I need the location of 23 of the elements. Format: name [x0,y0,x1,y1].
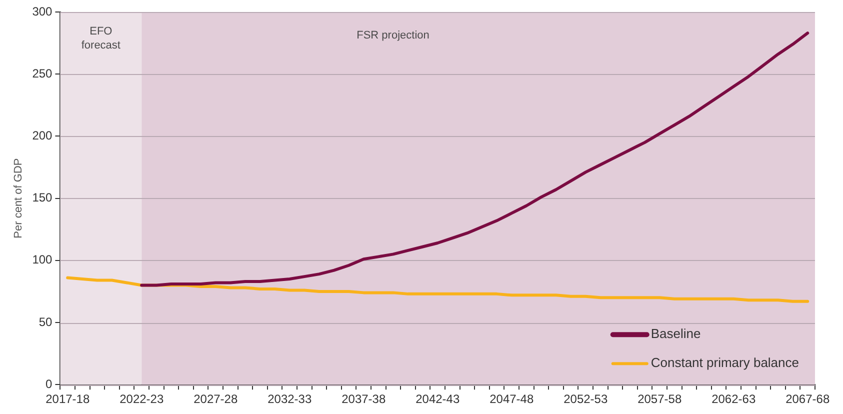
y-tick-label: 0 [46,376,53,391]
x-tick-label: 2042-43 [416,392,460,406]
y-axis-title: Per cent of GDP [12,158,25,238]
x-tick-label: 2062-63 [712,392,756,406]
y-tick-label: 100 [32,252,53,267]
band-label: FSR projection [356,30,430,42]
x-tick-label: 2047-48 [490,392,534,406]
x-tick-label: 2027-28 [194,392,238,406]
x-tick-label: 2032-33 [268,392,312,406]
x-tick-label: 2067-68 [786,392,830,406]
y-tick-label: 150 [32,190,53,205]
y-tick-label: 250 [32,66,53,80]
y-tick-label: 50 [38,314,53,329]
x-tick-label: 2057-58 [638,392,682,406]
y-tick-label: 300 [32,4,53,18]
legend-label: Baseline [650,326,701,342]
y-tick-label: 200 [32,128,53,143]
x-tick-label: 2037-38 [342,392,386,406]
band-label: EFO forecast [81,26,120,52]
x-tick-label: 2017-18 [46,392,90,406]
x-tick-label: 2052-53 [564,392,608,406]
x-tick-label: 2022-23 [120,392,164,406]
legend-label: Constant primary balance [650,355,800,370]
